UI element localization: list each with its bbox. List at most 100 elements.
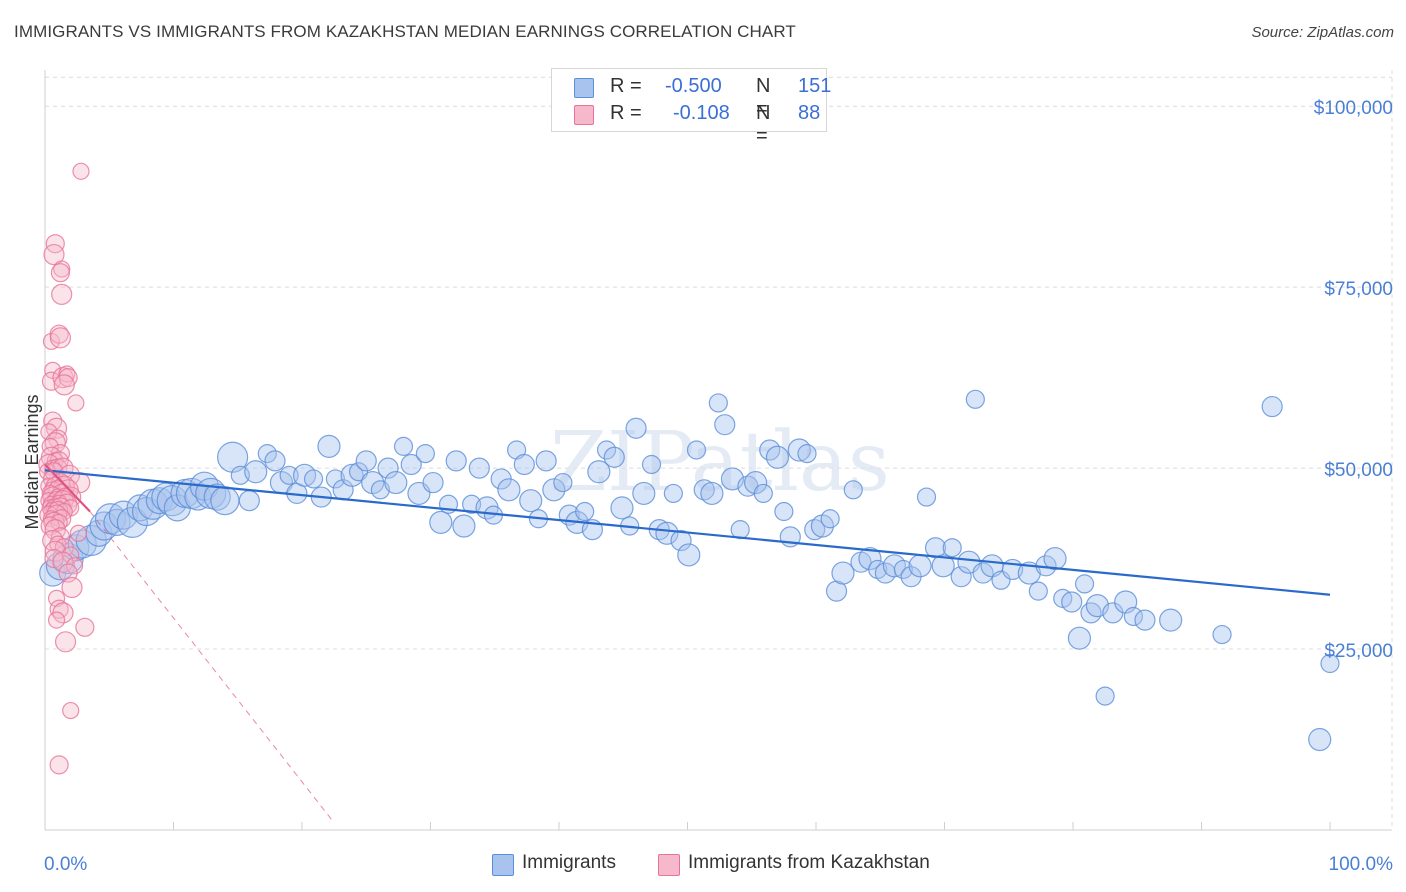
immigrants-point: [303, 469, 324, 489]
watermark: ZIPatlas: [550, 415, 890, 510]
kazakhstan-point: [44, 540, 66, 562]
immigrants-point: [797, 444, 817, 464]
immigrants-point: [393, 436, 414, 456]
immigrants-point: [670, 529, 692, 552]
kazakhstan-point: [49, 327, 72, 349]
immigrants-point: [1067, 626, 1092, 650]
immigrants-point: [238, 490, 260, 512]
immigrants-point: [116, 506, 148, 538]
immigrants-point: [108, 500, 138, 530]
immigrants-point: [831, 561, 855, 585]
y-tick-labels: $25,000 $50,000 $75,000 $100,000: [1314, 98, 1393, 662]
immigrants-point: [1308, 727, 1332, 752]
immigrants-point: [916, 487, 937, 507]
immigrants-point: [429, 510, 453, 534]
immigrants-point: [513, 453, 535, 476]
immigrants-point: [686, 440, 707, 460]
immigrants-point: [452, 514, 476, 538]
kazakhstan-point: [75, 617, 95, 637]
immigrants-point: [542, 478, 566, 502]
correlation-legend: R = -0.500 N = 151 R = -0.108 N = 88: [551, 68, 831, 147]
immigrants-point: [1320, 653, 1340, 674]
immigrants-point: [587, 460, 611, 484]
immigrants-point: [820, 509, 840, 529]
immigrants-point: [882, 554, 906, 578]
kazakhstan-point: [58, 368, 78, 388]
y-tick-label: $75,000: [1324, 279, 1393, 300]
immigrants-point: [217, 441, 249, 473]
legend-n-label: N =: [756, 75, 771, 120]
immigrants-point: [765, 445, 790, 469]
immigrants-point: [210, 486, 240, 516]
immigrants-point: [1212, 624, 1232, 645]
kazakhstan-point: [54, 631, 77, 653]
series-swatch-pink: [658, 854, 680, 876]
immigrants-point: [858, 546, 882, 571]
series-label: Immigrants from Kazakhstan: [688, 852, 930, 873]
series-label: Immigrants: [522, 852, 616, 873]
immigrants-point: [603, 446, 625, 468]
kazakhstan-point: [43, 243, 65, 266]
immigrants-point: [1028, 581, 1048, 601]
kazakhstan-trend-extension: [89, 511, 335, 824]
immigrants-point: [1043, 546, 1067, 571]
immigrants-point: [422, 471, 444, 494]
immigrants-point: [700, 481, 724, 506]
immigrants-point: [843, 480, 863, 500]
kazakhstan-point: [52, 551, 74, 573]
kazakhstan-point: [47, 611, 66, 629]
kazakhstan-point: [67, 394, 85, 412]
legend-r-value: -0.108: [673, 102, 730, 124]
immigrants-point: [677, 543, 701, 567]
series-swatch-blue: [492, 854, 514, 876]
kazakhstan-point: [49, 535, 67, 553]
y-tick-label: $100,000: [1314, 98, 1393, 119]
immigrants-point: [1061, 591, 1083, 613]
immigrants-point: [468, 457, 490, 479]
kazakhstan-point: [51, 283, 73, 305]
immigrants-point: [355, 450, 377, 472]
immigrants-point: [415, 444, 435, 464]
y-tick-label: $50,000: [1324, 460, 1393, 481]
immigrants-point: [497, 478, 521, 502]
legend-r-label: R =: [610, 75, 642, 97]
immigrants-point: [519, 489, 543, 513]
immigrants-point: [1080, 602, 1102, 624]
immigrants-point: [965, 389, 985, 409]
immigrants-point: [264, 450, 286, 472]
immigrants-point: [655, 521, 679, 545]
immigrants-point: [317, 434, 341, 458]
legend-n-value: 88: [798, 102, 821, 124]
legend-swatch-pink: [574, 105, 594, 125]
immigrants-point: [825, 580, 848, 602]
immigrants-point: [1134, 609, 1156, 631]
immigrants-point: [641, 454, 662, 475]
immigrants-point: [774, 501, 794, 522]
kazakhstan-point: [50, 263, 71, 283]
x-tick-labels: 0.0% 100.0%: [44, 854, 1393, 875]
kazakhstan-points: [38, 162, 95, 775]
immigrants-point: [400, 453, 422, 476]
immigrants-point: [908, 554, 932, 578]
chart-title: IMMIGRANTS VS IMMIGRANTS FROM KAZAKHSTAN…: [14, 22, 796, 41]
x-tick-label: 0.0%: [44, 854, 87, 875]
immigrants-point: [1261, 395, 1283, 418]
legend-r-label: R =: [610, 102, 642, 124]
x-tick-label: 100.0%: [1329, 854, 1394, 875]
immigrants-point: [445, 450, 467, 472]
immigrants-point: [1095, 686, 1115, 706]
immigrants-point: [708, 393, 728, 413]
immigrants-point: [145, 487, 173, 515]
immigrants-point: [753, 483, 773, 504]
immigrants-point: [377, 457, 399, 479]
immigrants-point: [744, 470, 768, 495]
immigrants-trend-line: [44, 469, 1331, 596]
immigrants-point: [325, 469, 346, 489]
kazakhstan-point: [62, 701, 80, 720]
kazakhstan-point: [53, 374, 75, 396]
immigrants-point: [632, 481, 656, 506]
legend-n-value: 151: [798, 75, 832, 97]
immigrants-point: [804, 519, 826, 541]
trend-lines: [44, 463, 1331, 824]
